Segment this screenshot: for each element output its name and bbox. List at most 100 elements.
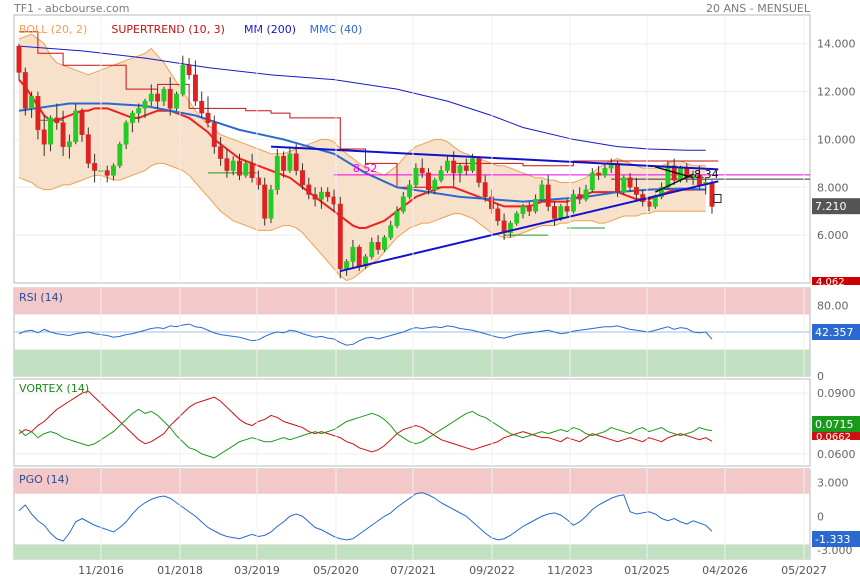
candle-down [325,191,331,198]
x-axis-label: 09/2022 [469,564,515,577]
candle-down [293,153,299,171]
candle-up [268,189,274,219]
x-axis-label: 07/2021 [390,564,436,577]
rsi-oversold-zone [14,349,810,376]
candle-down [54,117,60,123]
candle-up [507,222,513,234]
candle-down [192,74,198,102]
candle-up [665,165,671,188]
magenta-level-label: 8.52 [353,162,378,175]
pgo-value-badge [812,531,860,547]
price-tick-label: 6.000 [817,229,849,242]
candle-down [633,187,639,195]
candle-up [432,179,438,190]
candle-down [426,172,431,190]
x-axis-label: 04/2026 [702,564,748,577]
candle-up [514,213,520,224]
pgo-lower-zone [14,544,810,559]
candle-down [482,182,488,198]
candle-down [35,96,41,131]
candle-down [199,100,205,114]
candle-up [470,158,476,171]
candle-up [444,160,450,171]
candle-up [533,199,539,212]
candle-down [218,146,224,159]
vortex-minus-line [18,390,713,453]
candle-down [255,177,261,186]
candle-up [142,100,148,109]
price-legend-entry: BOLL (20, 2) [19,23,87,36]
x-axis-label: 01/2025 [624,564,670,577]
candle-down [262,184,268,219]
pgo-title: PGO (14) [19,473,69,486]
last-price-badge [812,198,860,215]
candle-up [29,96,35,109]
trendline [340,180,719,273]
rsi-line [18,323,713,346]
price-tick-label: 12.000 [817,86,856,99]
candle-down [627,177,633,188]
candle-down [104,170,110,176]
pgo-tick-label: -3.000 [817,544,852,557]
candle-up [174,93,179,109]
vortex-plus-line [18,408,713,459]
low-price-badge [812,277,860,285]
low-price-value: 4.062 [816,277,845,288]
candle-down [356,246,362,267]
candle-up [394,210,400,226]
vortex-plus-value: 0.0715 [815,418,854,431]
last-price-value: 7.210 [815,200,847,213]
candle-up [381,237,387,250]
candle-up [570,194,576,212]
candle-up [558,206,564,219]
x-axis-label: 11/2016 [78,564,124,577]
trendline [655,166,694,179]
pgo-value: -1.333 [815,533,850,546]
vortex-plus-badge [812,416,860,432]
candle-up [363,256,368,267]
candle-up [520,206,526,214]
vortex-title: VORTEX (14) [19,382,89,395]
candle-up [602,167,608,176]
pgo-line [18,492,713,542]
price-tick-label: 8.000 [817,181,849,194]
chart-period-label: 20 ANS - MENSUEL [706,2,810,15]
candle-up [318,191,324,200]
x-axis-label: 03/2019 [234,564,280,577]
vortex-minus-value: 0.0662 [816,432,851,443]
candle-up [400,196,406,212]
candle-up [369,242,375,257]
supertrend-line [19,31,719,188]
price-tick-label: 14.000 [817,38,856,51]
candle-down [224,158,230,171]
candle-up [48,117,53,145]
bollinger-band-fill [19,34,706,281]
candle-up [621,177,627,193]
candle-down [552,206,557,219]
candle-up [457,165,463,174]
vortex-tick-label: 0.0900 [817,387,856,400]
candle-up [111,165,116,176]
candle-down [495,208,501,222]
chart-source-title: TF1 - abcbourse.com [14,2,130,15]
candle-down [60,122,66,147]
candle-up [123,122,129,145]
candle-up [117,143,123,166]
candle-down [22,72,28,109]
candle-down [237,160,242,176]
x-axis-label: 11/2023 [547,564,593,577]
pgo-upper-zone [14,469,810,494]
candle-down [249,163,255,178]
candle-down [16,45,22,73]
trendline [654,173,694,193]
candle-down [186,65,192,76]
candle-down [596,172,602,176]
price-tick-label: 10.000 [817,133,856,146]
candle-down [545,184,551,207]
vortex-minus-badge [812,432,860,440]
candle-down [526,206,532,212]
mm200-line [18,45,706,151]
rsi-tick-label: 80.00 [817,300,849,313]
x-axis-label: 05/2020 [313,564,359,577]
